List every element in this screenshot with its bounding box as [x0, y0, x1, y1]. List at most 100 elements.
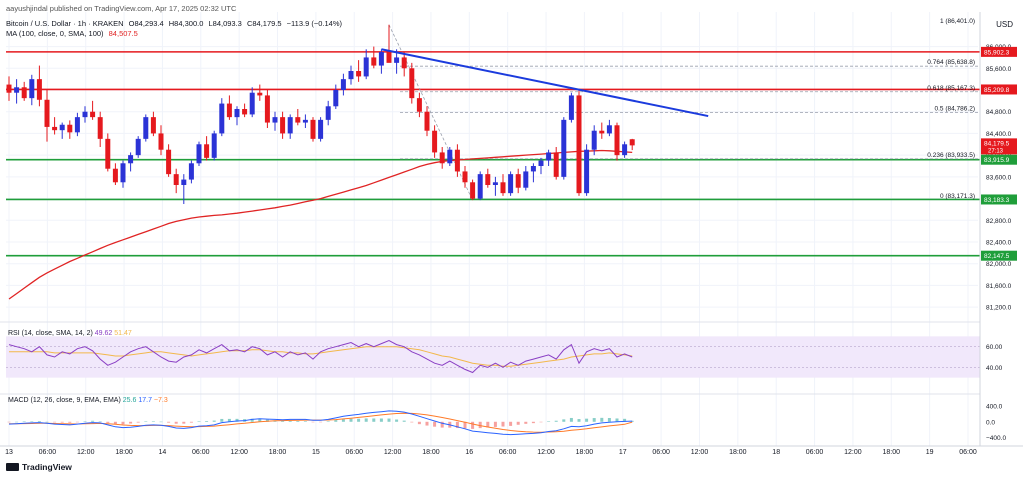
candle-body: [264, 95, 270, 123]
horizontal-levels: [6, 51, 980, 257]
last-time-label: 27:13: [988, 148, 1004, 154]
candle-body: [14, 87, 20, 93]
macd-histogram-bar: [75, 421, 79, 423]
time-tick-label: 06:00: [499, 449, 517, 456]
candle-body: [500, 182, 506, 194]
brand-label: TradingView: [22, 462, 72, 472]
macd-histogram-bar: [281, 420, 285, 422]
candle-body: [530, 166, 536, 172]
rsi-band: [6, 336, 980, 378]
rsi-ma-line: [9, 346, 633, 367]
grid: [0, 12, 980, 446]
macd-histogram-bar: [387, 418, 391, 422]
time-tick-label: 18: [772, 449, 780, 456]
macd-histogram-bar: [334, 420, 338, 422]
currency-label[interactable]: USD: [996, 20, 1013, 29]
time-tick-label: 14: [159, 449, 167, 456]
candle-body: [166, 149, 172, 175]
candle-body: [6, 84, 12, 93]
time-tick-label: 12:00: [691, 449, 709, 456]
candle-body: [249, 92, 255, 115]
last-price-tag: [981, 138, 1017, 155]
macd-histogram-bar: [37, 421, 41, 422]
candle-body: [44, 99, 50, 127]
candle-body: [591, 130, 597, 150]
candle-body: [477, 174, 483, 199]
candle-body: [401, 57, 407, 69]
macd-histogram-bar: [509, 421, 513, 426]
candle-body: [204, 144, 210, 158]
candle-body: [394, 57, 400, 63]
macd-histogram-bar: [326, 421, 330, 422]
macd-histogram-bar: [531, 421, 535, 424]
candle-body: [219, 103, 225, 134]
price-tick-label: 81,600.0: [986, 283, 1012, 290]
time-tick-label: 12:00: [537, 449, 555, 456]
macd-histogram-bar: [311, 421, 315, 423]
ma-label: MA (100, close, 0, SMA, 100): [6, 29, 104, 38]
price-tick-label: 82,400.0: [986, 240, 1012, 247]
fibonacci-levels: 1 (86,401.0) 0.764 (85,638.8) 0.618 (85,16…: [388, 18, 980, 201]
publisher-text: aayushjindal published on TradingView.co…: [6, 4, 237, 13]
candle-body: [128, 155, 134, 164]
time-tick-label: 06:00: [959, 449, 977, 456]
time-tick-label: 15: [312, 449, 320, 456]
macd-histogram-bar: [417, 421, 421, 425]
level-price-tag: [981, 154, 1017, 165]
candle-body: [546, 152, 552, 161]
candle-body: [90, 111, 96, 118]
tradingview-brand[interactable]: TradingView: [6, 462, 72, 472]
macd-histogram-bar: [319, 421, 323, 423]
fib-label: 0.5 (84,786.2): [935, 105, 975, 112]
open-value: O84,293.4: [128, 19, 164, 28]
macd-histogram-bar: [585, 418, 589, 422]
macd-histogram-bar: [288, 420, 292, 422]
candle-body: [508, 174, 514, 194]
macd-histogram-bar: [53, 421, 57, 423]
time-axis: 13 06:00 12:00 18:00 14 06:00 12:00 18:00 15 06:0…: [0, 445, 1023, 456]
macd-histogram-bar: [197, 421, 201, 422]
rsi-line: [8, 339, 633, 374]
fib-label: 0.236 (83,933.5): [927, 152, 975, 159]
candle-body: [356, 71, 362, 77]
candle-body: [363, 57, 369, 77]
ma-line: [8, 149, 633, 300]
macd-histogram-bar: [493, 421, 497, 427]
macd-signal-line: [9, 412, 633, 433]
macd-histogram-bar: [83, 421, 87, 422]
macd-histogram-bar: [463, 421, 467, 429]
candle-body: [310, 119, 316, 139]
candle-body: [150, 117, 156, 134]
tradingview-logo-icon: [6, 463, 19, 471]
macd-histogram-bar: [258, 418, 262, 422]
time-tick-label: 18:00: [269, 449, 287, 456]
macd-histogram-bar: [296, 421, 300, 422]
candle-body: [333, 90, 339, 107]
candle-body: [272, 117, 278, 123]
candle-body: [561, 119, 567, 177]
macd-signal-value: −7.3: [154, 397, 168, 404]
trendline: [381, 48, 709, 118]
candle-body: [74, 117, 80, 133]
macd-histogram-bar: [615, 418, 619, 422]
price-axis: 81,200.0 81,600.0 82,000.0 82,400.0 82,800.0…: [979, 12, 1012, 446]
macd-histogram-bar: [98, 421, 102, 422]
rsi-legend: RSI (14, close, SMA, 14, 2) 49.62 51.47: [8, 330, 132, 337]
macd-histogram-bar: [136, 421, 140, 423]
macd-histogram-bar: [554, 420, 558, 422]
candle-body: [29, 79, 35, 99]
ma-legend[interactable]: MA (100, close, 0, SMA, 100) 84,507.5: [6, 29, 141, 38]
level-price-tag: [981, 46, 1017, 57]
time-tick-label: 12:00: [384, 449, 402, 456]
candle-body: [295, 117, 301, 123]
macd-histogram-bar: [220, 418, 224, 422]
candle-body: [485, 174, 491, 185]
candle-body: [234, 109, 240, 118]
macd-histogram-bar: [106, 421, 110, 423]
time-tick-label: 12:00: [844, 449, 862, 456]
last-price-label: 84,179.5: [984, 140, 1010, 147]
price-tick-label: 84,400.0: [986, 131, 1012, 138]
level-price-label: 83,183.3: [984, 197, 1010, 204]
macd-histogram-bar: [547, 421, 551, 422]
candle-body: [340, 79, 346, 90]
